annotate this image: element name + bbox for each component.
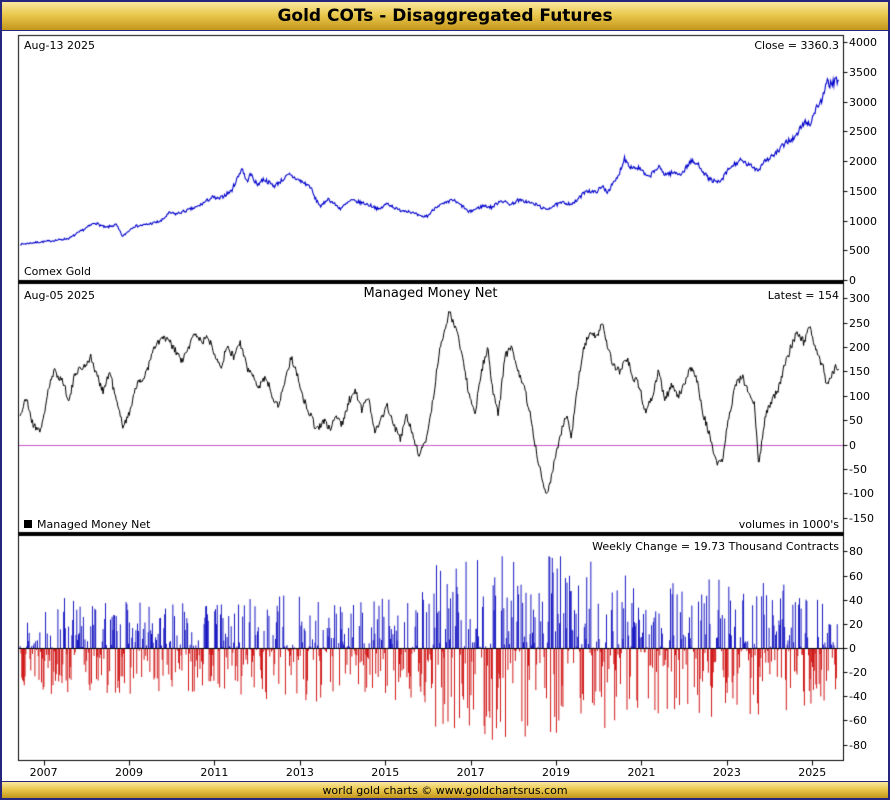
x-axis-year-label: 2007 <box>29 766 58 779</box>
mm-latest-label: Latest = 154 <box>767 289 839 302</box>
y-axis-tick-label: 2500 <box>849 125 877 139</box>
x-axis-year-label: 2011 <box>200 766 229 779</box>
y-axis-tick-label: 0 <box>849 642 856 655</box>
y-axis-tick-label: -60 <box>849 714 867 728</box>
y-axis-tick-label: -50 <box>849 462 867 476</box>
y-axis-tick-label: -100 <box>849 487 874 501</box>
page-title: Gold COTs - Disaggregated Futures <box>277 6 613 26</box>
y-axis-tick-label: 100 <box>849 389 870 403</box>
y-axis-tick-label: 500 <box>849 244 870 258</box>
y-axis-tick-label: 3000 <box>849 95 877 109</box>
price-close-label: Close = 3360.3 <box>754 39 839 52</box>
x-axis-year-label: 2009 <box>115 766 144 779</box>
x-axis-year-label: 2019 <box>542 766 571 779</box>
mm-date-label: Aug-05 2025 <box>24 289 95 302</box>
weekly-change-label: Weekly Change = 19.73 Thousand Contracts <box>592 540 839 553</box>
footer-credit: world gold charts © www.goldchartsrus.co… <box>322 783 568 797</box>
y-axis-tick-label: 3500 <box>849 65 877 79</box>
x-axis-year-label: 2015 <box>371 766 400 779</box>
x-axis-year-label: 2013 <box>285 766 314 779</box>
y-axis-tick-label: 20 <box>849 617 863 631</box>
x-axis-year-label: 2025 <box>798 766 827 779</box>
y-axis-tick-label: 2000 <box>849 155 877 169</box>
title-bar: Gold COTs - Disaggregated Futures <box>2 2 888 31</box>
footer-bar: world gold charts © www.goldchartsrus.co… <box>2 781 888 798</box>
y-axis-tick-label: 50 <box>849 414 863 428</box>
mm-legend-swatch <box>24 520 32 528</box>
y-axis-tick-label: 40 <box>849 593 863 607</box>
mm-legend: Managed Money Net <box>24 518 150 531</box>
mm-legend-label: Managed Money Net <box>37 518 151 531</box>
y-axis-tick-label: 150 <box>849 365 870 379</box>
y-axis-tick-label: 60 <box>849 569 863 583</box>
y-axis-tick-label: 0 <box>849 274 856 287</box>
y-axis-tick-label: 200 <box>849 341 870 355</box>
mm-panel-title: Managed Money Net <box>363 286 498 301</box>
x-axis-year-label: 2017 <box>456 766 485 779</box>
y-axis-tick-label: 250 <box>849 316 870 330</box>
y-axis-tick-label: 0 <box>849 438 856 452</box>
y-axis-tick-label: 4000 <box>849 36 877 50</box>
y-axis-tick-label: 1500 <box>849 184 877 198</box>
mm-units-label: volumes in 1000's <box>738 518 839 531</box>
y-axis-tick-label: -80 <box>849 738 867 752</box>
price-series-label: Comex Gold <box>24 265 91 278</box>
price-date-label: Aug-13 2025 <box>24 39 95 52</box>
x-axis-year-label: 2023 <box>712 766 741 779</box>
y-axis-tick-label: -20 <box>849 666 867 680</box>
x-axis-year-label: 2021 <box>627 766 656 779</box>
y-axis-tick-label: 300 <box>849 292 870 306</box>
y-axis-tick-label: 80 <box>849 545 863 559</box>
y-axis-tick-label: -150 <box>849 511 874 525</box>
y-axis-tick-label: -40 <box>849 690 867 704</box>
y-axis-tick-label: 1000 <box>849 214 877 228</box>
